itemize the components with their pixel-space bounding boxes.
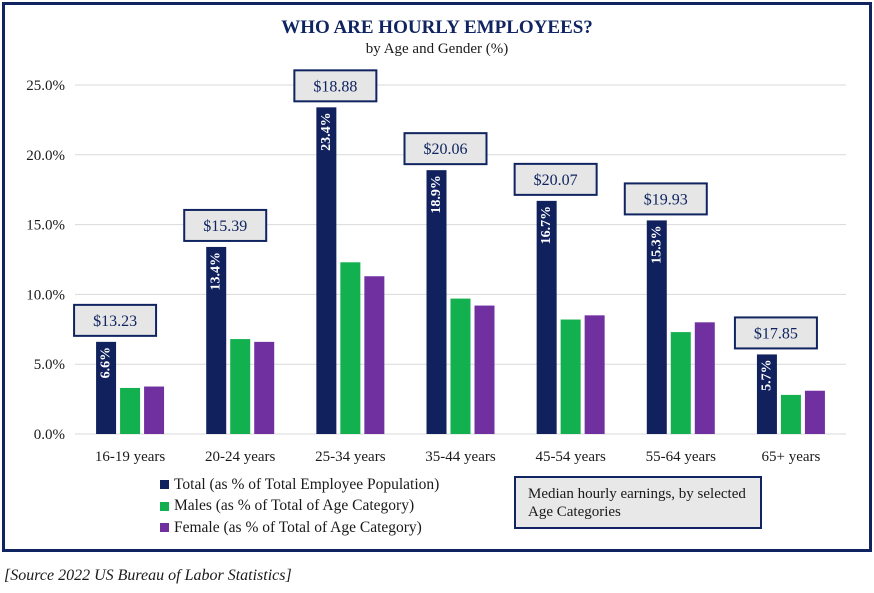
total-data-label: 18.9% (429, 175, 444, 214)
legend-item-total: Total (as % of Total Employee Population… (160, 474, 439, 496)
x-tick-label: 65+ years (761, 449, 820, 465)
median-earnings-label: $20.07 (534, 172, 578, 189)
males-bar (450, 298, 471, 434)
median-earnings-box (733, 316, 818, 350)
total-bar (426, 170, 447, 434)
males-bar (340, 262, 361, 434)
males-bar (120, 387, 141, 434)
chart-title: WHO ARE HOURLY EMPLOYEES? (281, 17, 593, 38)
males-bar (560, 319, 581, 434)
x-tick-label: 45-54 years (535, 449, 606, 465)
female-bar (694, 322, 715, 434)
total-bar (206, 246, 227, 434)
chart-subtitle: by Age and Gender (%) (365, 41, 509, 57)
median-earnings-label: $20.06 (424, 141, 468, 158)
total-bar (96, 341, 117, 434)
y-tick-label: 0.0% (34, 427, 65, 443)
median-earnings-label: $17.85 (754, 325, 798, 342)
total-data-label: 6.6% (99, 347, 114, 379)
female-bar (254, 341, 275, 434)
y-tick-label: 25.0% (26, 78, 65, 94)
total-bar (756, 354, 777, 434)
legend-swatch-total (160, 480, 169, 490)
total-bar (316, 107, 337, 434)
median-earnings-label: $15.39 (203, 218, 247, 235)
total-bar (646, 220, 667, 434)
males-bar (780, 394, 801, 434)
female-bar (584, 315, 605, 434)
legend-swatch-female (160, 523, 169, 533)
total-bar (536, 200, 557, 434)
total-data-label: 16.7% (539, 206, 554, 245)
median-earnings-box (183, 208, 268, 242)
y-tick-label: 15.0% (26, 218, 65, 234)
median-earnings-box (513, 162, 598, 196)
legend-label-female: Female (as % of Total of Age Category) (174, 518, 422, 536)
legend-item-males: Males (as % of Total of Age Category) (160, 496, 439, 518)
total-data-label: 5.7% (759, 359, 774, 391)
males-bar (230, 339, 251, 434)
legend: Total (as % of Total Employee Population… (160, 474, 439, 539)
median-earnings-box (293, 69, 378, 103)
median-earnings-box (73, 303, 158, 337)
y-tick-label: 20.0% (26, 148, 65, 164)
median-earnings-label: $19.93 (644, 191, 688, 208)
total-data-label: 23.4% (319, 112, 334, 151)
total-data-label: 15.3% (649, 225, 664, 263)
y-tick-label: 10.0% (26, 287, 65, 303)
source-caption: [Source 2022 US Bureau of Labor Statisti… (4, 567, 292, 584)
legend-item-female: Female (as % of Total of Age Category) (160, 517, 439, 539)
median-earnings-box (623, 182, 708, 216)
legend-label-males: Males (as % of Total of Age Category) (174, 497, 415, 515)
legend-label-total: Total (as % of Total Employee Population… (174, 475, 440, 493)
x-tick-label: 35-44 years (425, 449, 496, 465)
x-tick-label: 25-34 years (315, 449, 386, 465)
median-earnings-box (403, 132, 488, 166)
x-tick-label: 20-24 years (205, 449, 276, 465)
female-bar (804, 390, 825, 434)
y-tick-label: 5.0% (34, 357, 65, 373)
median-earnings-note: Median hourly earnings, by selected Age … (514, 476, 762, 529)
males-bar (670, 332, 691, 434)
female-bar (474, 305, 495, 434)
x-tick-label: 16-19 years (95, 449, 166, 465)
median-earnings-label: $13.23 (93, 313, 137, 330)
female-bar (364, 276, 385, 434)
x-tick-label: 55-64 years (646, 449, 717, 465)
median-earnings-label: $18.88 (313, 78, 357, 95)
total-data-label: 13.4% (209, 252, 224, 291)
legend-swatch-males (160, 501, 169, 511)
female-bar (144, 386, 165, 434)
